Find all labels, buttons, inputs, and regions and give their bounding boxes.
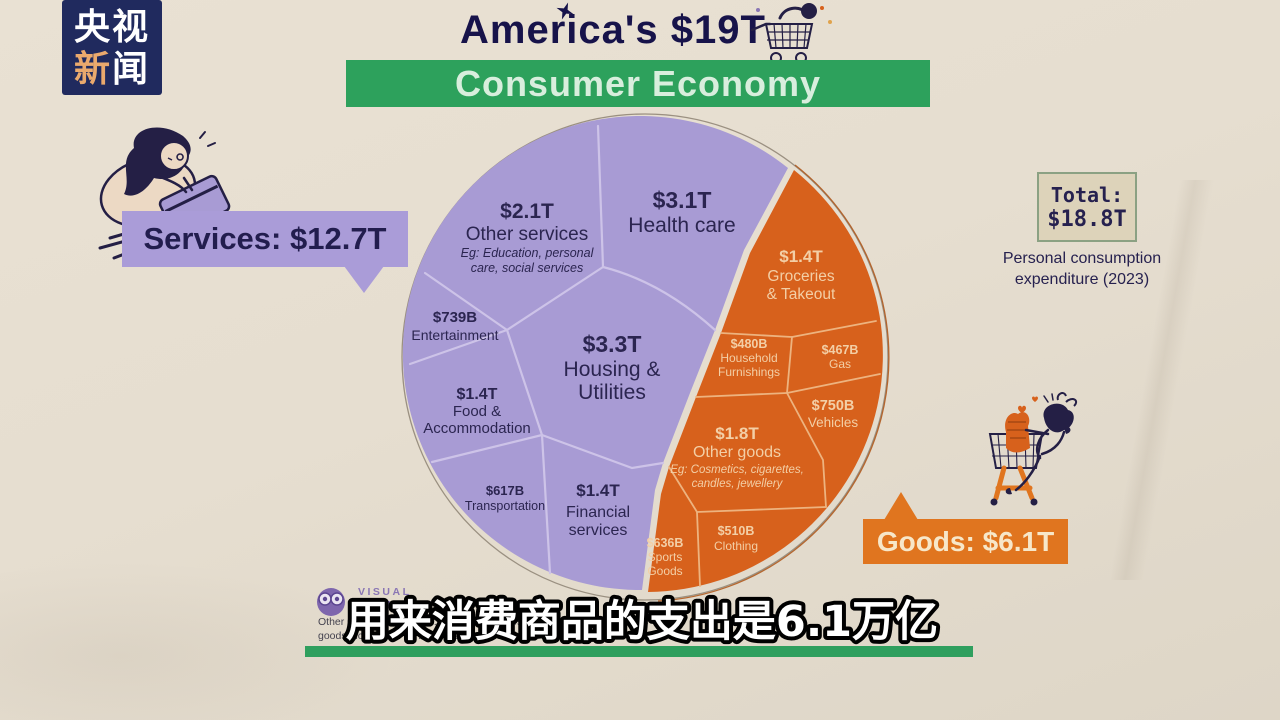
visual-capitalist-logo: VISUAL CAPITALIST [312, 580, 472, 626]
cell-value: $1.4T [457, 386, 498, 403]
cell-label: Entertainment [411, 327, 498, 343]
cell-label: Utilities [578, 381, 646, 404]
cell-value: $480B [731, 337, 768, 351]
cell-value: $467B [822, 343, 859, 357]
cell-value: $739B [433, 309, 477, 326]
cell-label: services [569, 522, 628, 539]
chart-outline-ring [401, 113, 889, 601]
cell-value: $636B [647, 536, 684, 550]
cell-value: $1.8T [715, 424, 759, 443]
goods-callout-tail [884, 492, 918, 520]
cell-label: Transportation [465, 499, 545, 513]
cell-value: $1.4T [576, 481, 620, 500]
cell-value: $750B [812, 398, 855, 414]
cell-note: Eg: Cosmetics, cigarettes, [670, 464, 804, 476]
cell-value: $3.1T [653, 187, 712, 213]
cell-label: Household [720, 351, 777, 365]
cell-label: Goods [647, 564, 682, 578]
shopper-with-cart-illustration [988, 392, 1078, 506]
cctv-news-logo: 央视 新闻 [62, 0, 162, 95]
cell-label: Accommodation [423, 420, 531, 437]
total-value: $18.8T [1047, 206, 1127, 232]
total-caption: Personal consumption expenditure (2023) [1002, 250, 1162, 288]
footnote-line1: Other services includes … … … … services… [318, 616, 649, 628]
services-callout: Services: $12.7T [122, 211, 408, 267]
cctv-logo-line1: 央视 [73, 5, 150, 47]
consumer-economy-voronoi-chart: $2.1T Other services Eg: Education, pers… [401, 113, 890, 602]
cell-label: Gas [829, 357, 851, 371]
services-region [402, 116, 788, 591]
footer-green-bar [305, 646, 973, 657]
cell-value: $3.3T [583, 331, 642, 357]
goods-callout: Goods: $6.1T [863, 519, 1068, 564]
cell-value: $2.1T [500, 200, 554, 223]
cell-label: & Takeout [767, 286, 836, 303]
cell-label: Furnishings [718, 365, 780, 379]
cell-label: Vehicles [808, 415, 859, 430]
goods-cell-borders [668, 320, 881, 587]
cell-label: Other services [466, 224, 588, 245]
goods-outline-arc [657, 164, 890, 602]
chart-footnote: Other services includes … … … … services… [318, 616, 968, 643]
cell-label: Financial [566, 504, 630, 521]
visual-capitalist-icon [317, 588, 345, 616]
visual-capitalist-wordmark-line2: CAPITALIST [358, 599, 445, 611]
broadcast-subtitle: 用来消费商品的支出是6.1万亿 [342, 593, 942, 651]
shopping-cart-doodle-icon [750, 3, 832, 64]
cell-label: Food & [453, 403, 501, 420]
cell-label: Clothing [714, 539, 758, 553]
total-label: Total: [1050, 182, 1124, 207]
cell-value: $510B [718, 524, 755, 538]
page-title: America's $19T [460, 8, 766, 52]
services-callout-tail [344, 266, 384, 293]
footnote-line2: goods includes … … … Source: … … statist… [318, 629, 541, 642]
cell-label: Health care [628, 214, 735, 237]
cell-value: $1.4T [779, 247, 823, 266]
cell-label: Sports [648, 550, 683, 564]
cell-note: Eg: Education, personal [461, 246, 595, 260]
cell-note: care, social services [471, 261, 584, 275]
cell-label: Housing & [564, 358, 661, 381]
services-cell-borders [408, 124, 717, 575]
total-box: Total: $18.8T [1037, 172, 1137, 242]
visual-capitalist-wordmark-line1: VISUAL [358, 586, 412, 598]
cctv-logo-line2: 新闻 [73, 47, 151, 89]
sparkle-star-icon [556, 2, 574, 20]
subtitle-text: 用来消费商品的支出是6.1万亿 [346, 597, 938, 647]
cell-note: candles, jewellery [692, 478, 784, 490]
cell-value: $617B [486, 483, 524, 498]
cell-label: Groceries [767, 268, 834, 285]
subtitle-banner: Consumer Economy [346, 60, 930, 107]
cell-label: Other goods [693, 444, 781, 461]
